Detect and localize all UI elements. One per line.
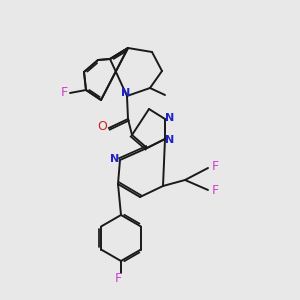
- Text: F: F: [60, 85, 68, 98]
- Text: F: F: [212, 160, 219, 173]
- Text: N: N: [122, 88, 130, 98]
- Text: F: F: [212, 184, 219, 197]
- Text: N: N: [165, 113, 175, 123]
- Text: O: O: [97, 119, 107, 133]
- Text: F: F: [114, 272, 122, 284]
- Text: N: N: [165, 135, 175, 145]
- Text: N: N: [110, 154, 120, 164]
